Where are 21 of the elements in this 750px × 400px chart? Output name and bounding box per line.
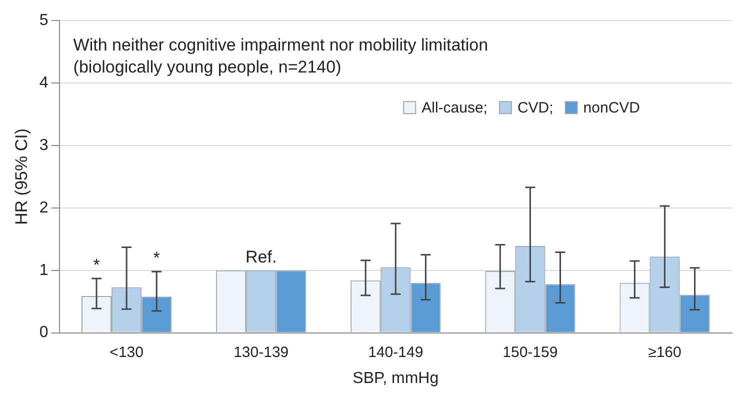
text: With neither cognitive impairment nor mobility limitation xyxy=(73,36,488,55)
y-tick-label: 2 xyxy=(39,199,48,216)
y-tick-label: 0 xyxy=(39,324,48,342)
x-tick-label: 130-139 xyxy=(234,344,289,361)
annotation: * xyxy=(93,255,100,274)
y-axis-title: HR (95% CI) xyxy=(12,128,31,225)
y-tick-label: 4 xyxy=(39,74,48,92)
x-tick-label: 150-159 xyxy=(502,344,558,361)
x-axis-title: SBP, mmHg xyxy=(352,370,439,387)
legend-label: All-cause; xyxy=(422,100,488,117)
x-tick-label: 140-149 xyxy=(368,344,424,361)
x-tick-label: <130 xyxy=(110,344,144,361)
y-tick-label: 3 xyxy=(39,136,48,154)
text: (biologically young people, n=2140) xyxy=(73,58,342,77)
annotation: * xyxy=(153,248,160,268)
legend-label: CVD; xyxy=(517,100,554,117)
legend-label: nonCVD xyxy=(583,100,640,117)
y-tick-label: 1 xyxy=(39,262,48,279)
y-tick-label: 5 xyxy=(39,12,48,30)
annotation: Ref. xyxy=(246,247,277,266)
x-tick-label: ≥160 xyxy=(648,344,682,361)
